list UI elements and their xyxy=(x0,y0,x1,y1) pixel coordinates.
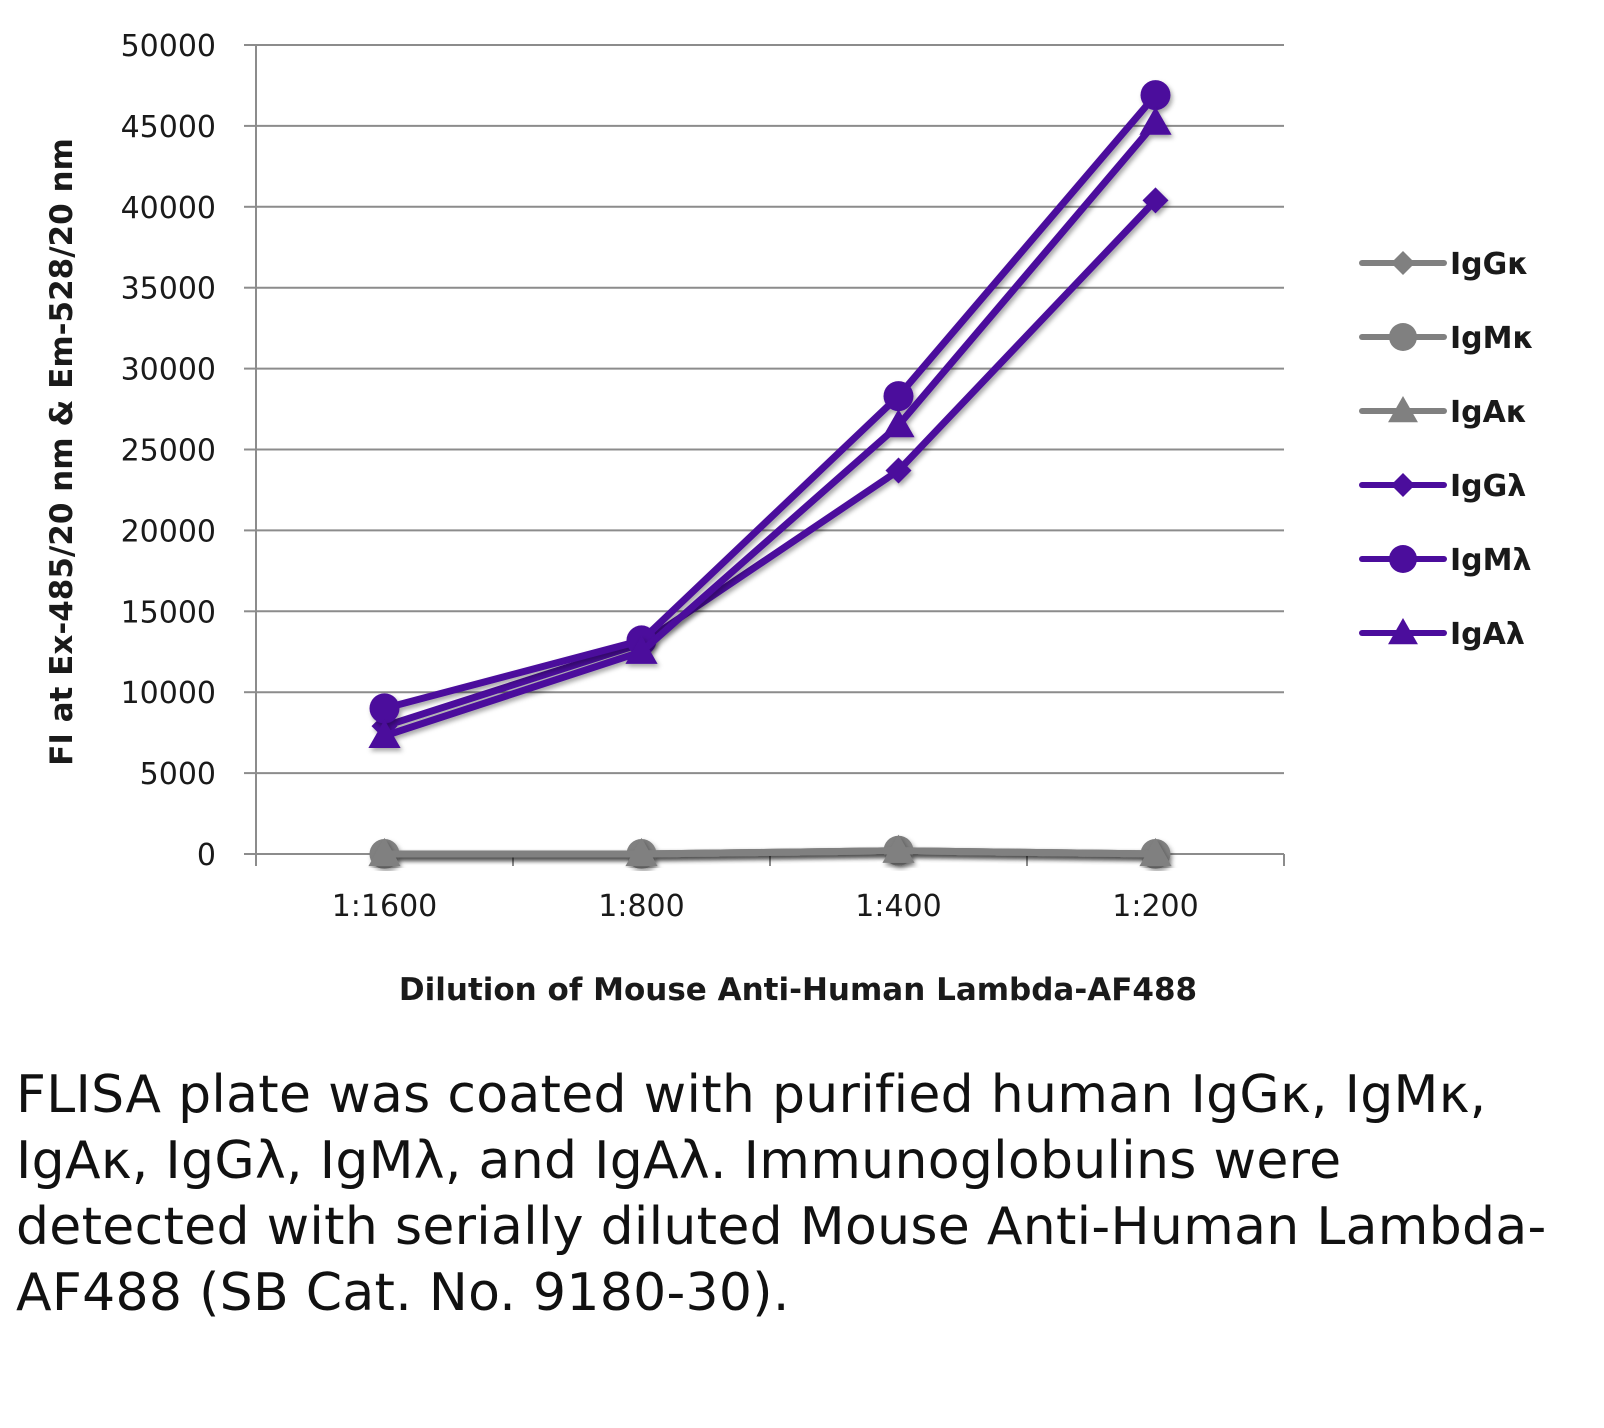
y-tick-label: 0 xyxy=(197,838,216,873)
legend-marker xyxy=(1388,618,1418,645)
data-point xyxy=(882,834,915,863)
series-5 xyxy=(368,106,1172,748)
y-tick-label: 20000 xyxy=(121,514,216,549)
legend-label: IgMκ xyxy=(1450,321,1534,356)
series-3 xyxy=(371,187,1169,740)
y-tick-label: 50000 xyxy=(121,29,216,64)
x-tick-label: 1:400 xyxy=(855,889,941,924)
y-tick-label: 45000 xyxy=(121,110,216,145)
x-tick-label: 1:1600 xyxy=(332,889,438,924)
legend-label: IgGλ xyxy=(1450,469,1526,504)
data-point xyxy=(368,719,401,748)
legend-label: IgMλ xyxy=(1450,543,1531,578)
legend-label: IgAκ xyxy=(1450,395,1527,430)
data-point xyxy=(1139,106,1172,135)
legend-item: IgMκ xyxy=(1359,321,1534,356)
series-4 xyxy=(369,80,1171,724)
legend-item: IgGλ xyxy=(1359,469,1526,504)
series-group xyxy=(368,80,1172,869)
axes: 0 5000 10000 15000 20000 25000 30000 35000 40000… xyxy=(121,29,1285,924)
legend-item: IgMλ xyxy=(1359,543,1531,578)
data-point xyxy=(1139,837,1172,867)
series-line xyxy=(381,847,1159,858)
line-chart: 0 5000 10000 15000 20000 25000 30000 35000 40000… xyxy=(44,29,1534,1008)
series-line xyxy=(381,91,1159,712)
legend-marker xyxy=(1389,545,1417,573)
legend: IgGκ IgMκ IgAκ IgGλ IgMλ IgAλ xyxy=(1359,247,1534,652)
data-point xyxy=(625,635,658,664)
data-point xyxy=(1142,187,1169,214)
legend-marker xyxy=(1391,251,1415,275)
legend-marker xyxy=(1388,396,1418,423)
data-point xyxy=(625,837,658,867)
legend-marker xyxy=(1389,323,1417,351)
data-point xyxy=(885,457,912,484)
y-tick-label: 10000 xyxy=(121,676,216,711)
series-line xyxy=(381,119,1159,740)
y-tick-label: 25000 xyxy=(121,434,216,469)
legend-item: IgAλ xyxy=(1359,617,1525,652)
legend-label: IgAλ xyxy=(1450,617,1525,652)
data-point xyxy=(1140,80,1171,111)
legend-marker xyxy=(1391,473,1415,497)
data-point xyxy=(368,837,401,867)
y-tick-label: 5000 xyxy=(140,757,216,792)
y-tick-label: 35000 xyxy=(121,272,216,307)
legend-item: IgAκ xyxy=(1359,395,1527,430)
y-tick-label: 30000 xyxy=(121,353,216,388)
x-tick-label: 1:200 xyxy=(1112,889,1198,924)
figure-caption: FLISA plate was coated with purified hum… xyxy=(16,1065,1547,1323)
x-axis-title: Dilution of Mouse Anti-Human Lambda-AF48… xyxy=(399,972,1197,1008)
legend-label: IgGκ xyxy=(1450,247,1529,282)
y-tick-label: 15000 xyxy=(121,595,216,630)
data-point xyxy=(369,693,400,724)
data-point xyxy=(882,409,915,438)
x-tick-label: 1:800 xyxy=(598,889,684,924)
series-2 xyxy=(368,834,1172,867)
data-point xyxy=(883,381,914,412)
y-tick-label: 40000 xyxy=(121,191,216,226)
y-axis-title: FI at Ex-485/20 nm & Em-528/20 nm xyxy=(44,138,80,766)
legend-item: IgGκ xyxy=(1359,247,1529,282)
series-line xyxy=(381,196,1159,730)
gridlines xyxy=(256,44,1284,775)
